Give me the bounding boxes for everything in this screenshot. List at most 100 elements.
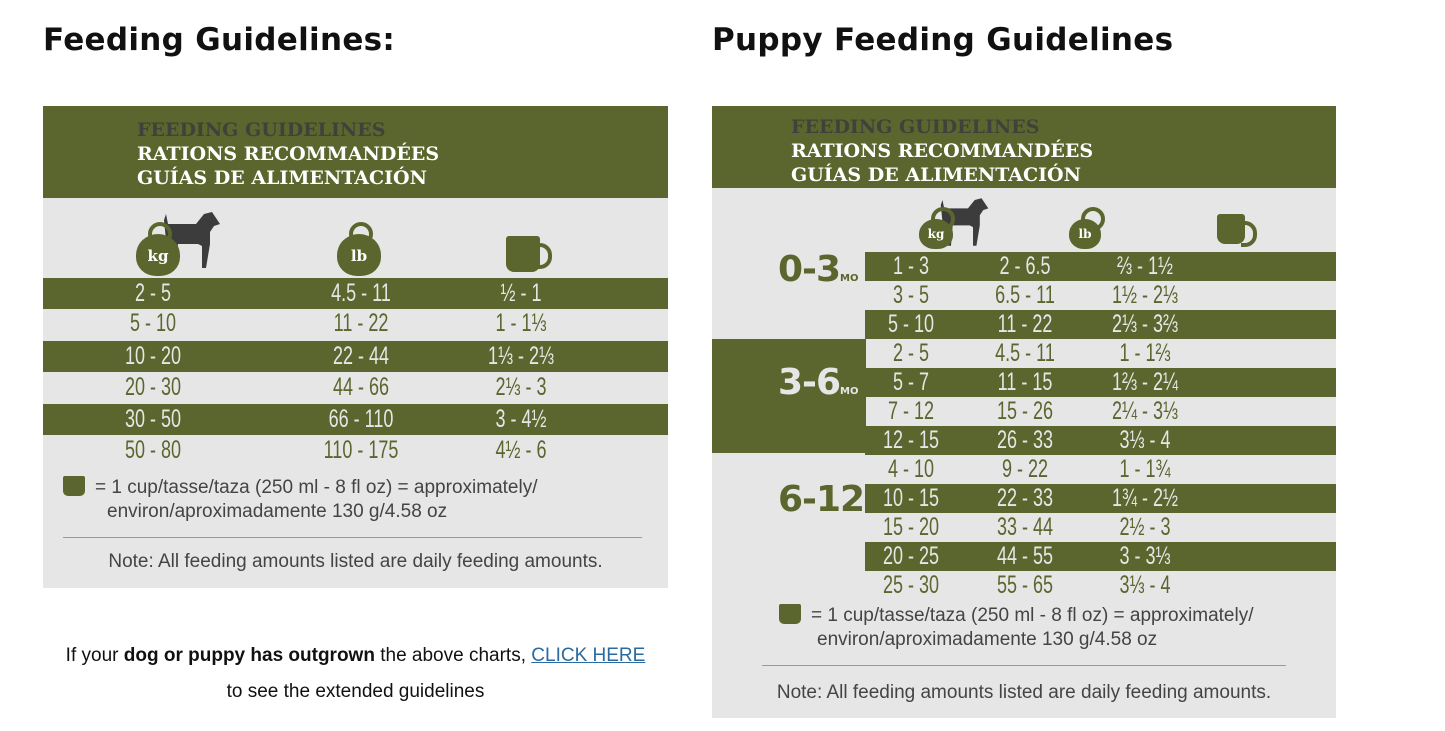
table-row: 15 - 20 33 - 44 2½ - 3 <box>865 513 1336 542</box>
cups-cell: 1 - 1¾ <box>1119 455 1171 483</box>
table-row: 1 - 3 2 - 6.5 ⅔ - 1½ <box>865 252 1336 281</box>
lb-cell: 4.5 - 11 <box>995 339 1055 367</box>
kg-cell: 7 - 12 <box>887 397 935 425</box>
cup-footnote: = 1 cup/tasse/taza (250 ml - 8 fl oz) = … <box>779 604 1253 652</box>
lb-cell: 110 - 175 <box>323 436 399 464</box>
cups-cell: 4½ - 6 <box>495 436 547 464</box>
table-row: 50 - 80 110 - 175 4½ - 6 <box>43 435 668 466</box>
table-row: 5 - 10 11 - 22 2⅓ - 3⅔ <box>865 310 1336 339</box>
table-row: 12 - 15 26 - 33 3⅓ - 4 <box>865 426 1336 455</box>
bold-text: dog or puppy has outgrown <box>123 645 375 666</box>
kg-cell: 25 - 30 <box>882 571 940 599</box>
lb-cell: 9 - 22 <box>1001 455 1049 483</box>
table-row: 20 - 30 44 - 66 2⅓ - 3 <box>43 372 668 403</box>
cups-cell: 3 - 4½ <box>495 405 547 433</box>
cups-cell: 1⅔ - 2¼ <box>1111 368 1179 396</box>
lb-cell: 15 - 26 <box>996 397 1054 425</box>
table-row: 2 - 5 4.5 - 11 1 - 1⅔ <box>865 339 1336 368</box>
header-line-es: GUÍAS DE ALIMENTACIÓN <box>137 167 427 189</box>
kg-cell: 2 - 5 <box>892 339 930 367</box>
cup-icon <box>1217 214 1257 247</box>
table-row: 3 - 5 6.5 - 11 1½ - 2⅓ <box>865 281 1336 310</box>
lb-cell: 2 - 6.5 <box>999 252 1051 280</box>
cups-cell: ½ - 1 <box>500 279 542 307</box>
divider <box>63 537 642 538</box>
lb-cell: 44 - 55 <box>996 542 1054 570</box>
footnote-line: = 1 cup/tasse/taza (250 ml - 8 fl oz) = … <box>95 477 538 498</box>
cup-icon <box>63 476 85 496</box>
header-line-fr: RATIONS RECOMMANDÉES <box>791 140 1094 162</box>
cups-cell: ⅔ - 1½ <box>1116 252 1174 280</box>
footnote-line: = 1 cup/tasse/taza (250 ml - 8 fl oz) = … <box>811 605 1254 626</box>
cups-cell: 3⅓ - 4 <box>1119 571 1171 599</box>
text: to see the extended guidelines <box>226 681 485 702</box>
kg-cell: 20 - 25 <box>882 542 940 570</box>
daily-note: Note: All feeding amounts listed are dai… <box>108 551 603 572</box>
cups-cell: 1½ - 2⅓ <box>1111 281 1179 309</box>
kg-cell: 30 - 50 <box>124 405 182 433</box>
kg-cell: 4 - 10 <box>887 455 935 483</box>
cups-cell: 2⅓ - 3 <box>495 373 547 401</box>
lb-cell: 66 - 110 <box>328 405 394 433</box>
lb-cell: 6.5 - 11 <box>995 281 1055 309</box>
kg-cell: 15 - 20 <box>882 513 940 541</box>
divider <box>762 665 1286 666</box>
lb-cell: 26 - 33 <box>996 426 1054 454</box>
cups-cell: 2¼ - 3⅓ <box>1111 397 1179 425</box>
dog-icon <box>940 198 989 246</box>
outgrown-message: If your dog or puppy has outgrown the ab… <box>43 638 668 710</box>
puppy-feeding-guidelines-heading: Puppy Feeding Guidelines <box>712 22 1174 58</box>
kg-cell: 5 - 10 <box>129 309 177 337</box>
lb-weight-icon: lb <box>337 222 381 276</box>
cups-cell: 1¾ - 2½ <box>1111 484 1179 512</box>
age-band-3-6 <box>712 339 866 453</box>
footnote-line: environ/aproximadamente 130 g/4.58 oz <box>817 629 1158 650</box>
lb-cell: 11 - 15 <box>997 368 1053 396</box>
lb-cell: 4.5 - 11 <box>331 279 391 307</box>
dog-icon <box>164 212 220 268</box>
text: If your <box>65 645 124 666</box>
kg-cell: 10 - 15 <box>882 484 940 512</box>
adult-feeding-chart: FEEDING GUIDELINES RATIONS RECOMMANDÉES … <box>43 106 668 588</box>
table-row: 5 - 10 11 - 22 1 - 1⅓ <box>43 308 668 339</box>
kg-weight-icon: kg <box>919 207 955 249</box>
cup-icon <box>506 236 552 272</box>
chart-header: FEEDING GUIDELINES RATIONS RECOMMANDÉES … <box>43 106 668 198</box>
kg-cell: 5 - 7 <box>892 368 930 396</box>
table-row: 10 - 20 22 - 44 1⅓ - 2⅓ <box>43 341 668 372</box>
kg-cell: 1 - 3 <box>892 252 930 280</box>
kg-weight-icon: kg <box>136 222 180 276</box>
kg-cell: 12 - 15 <box>882 426 940 454</box>
daily-note: Note: All feeding amounts listed are dai… <box>776 682 1272 703</box>
cups-cell: 1⅓ - 2⅓ <box>487 342 555 370</box>
age-label-3-6: 3-6MO <box>778 362 859 403</box>
table-row: 25 - 30 55 - 65 3⅓ - 4 <box>865 571 1336 600</box>
kg-cell: 20 - 30 <box>124 373 182 401</box>
lb-weight-icon: lb <box>1069 207 1105 249</box>
lb-cell: 55 - 65 <box>996 571 1054 599</box>
kg-cell: 10 - 20 <box>124 342 182 370</box>
table-row: 7 - 12 15 - 26 2¼ - 3⅓ <box>865 397 1336 426</box>
table-row: 30 - 50 66 - 110 3 - 4½ <box>43 404 668 435</box>
cup-icon <box>779 604 801 624</box>
cups-cell: 2½ - 3 <box>1119 513 1171 541</box>
header-line-fr: RATIONS RECOMMANDÉES <box>137 143 440 165</box>
kg-cell: 3 - 5 <box>892 281 930 309</box>
lb-cell: 11 - 22 <box>997 310 1053 338</box>
feeding-guidelines-heading: Feeding Guidelines: <box>43 22 396 58</box>
cups-cell: 2⅓ - 3⅔ <box>1111 310 1179 338</box>
table-row: 5 - 7 11 - 15 1⅔ - 2¼ <box>865 368 1336 397</box>
kg-cell: 50 - 80 <box>124 436 182 464</box>
table-row: 10 - 15 22 - 33 1¾ - 2½ <box>865 484 1336 513</box>
header-line-en: FEEDING GUIDELINES <box>137 119 386 141</box>
cups-cell: 1 - 1⅔ <box>1119 339 1171 367</box>
lb-cell: 44 - 66 <box>332 373 390 401</box>
age-label-0-3: 0-3MO <box>778 249 859 290</box>
chart-header: FEEDING GUIDELINES RATIONS RECOMMANDÉES … <box>712 106 1336 188</box>
lb-cell: 11 - 22 <box>333 309 389 337</box>
click-here-link[interactable]: CLICK HERE <box>531 645 646 666</box>
cups-cell: 3⅓ - 4 <box>1119 426 1171 454</box>
cup-footnote: = 1 cup/tasse/taza (250 ml - 8 fl oz) = … <box>63 476 537 524</box>
text: the above charts, <box>374 645 532 666</box>
table-row: 4 - 10 9 - 22 1 - 1¾ <box>865 455 1336 484</box>
